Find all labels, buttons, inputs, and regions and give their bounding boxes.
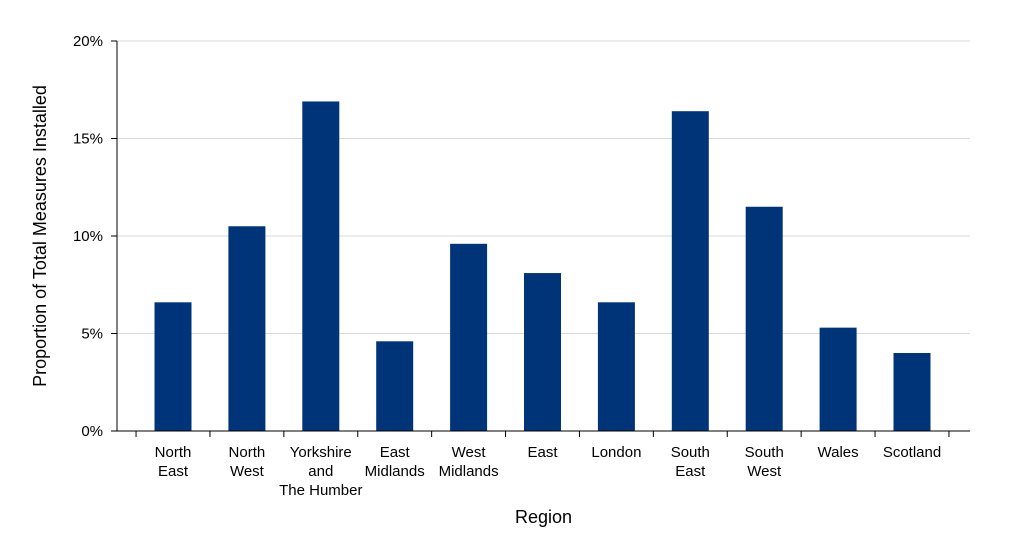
x-tick-label: South West [745, 444, 784, 480]
bar [671, 111, 709, 431]
bar [893, 353, 931, 431]
bar [228, 226, 266, 431]
x-tick-label: East Midlands [365, 444, 425, 480]
x-tick-label: Yorkshire and The Humber [279, 444, 362, 499]
y-tick-label: 20% [73, 33, 103, 50]
x-tick-label: North West [229, 444, 266, 480]
x-tick-label: Scotland [883, 444, 941, 461]
axes [111, 40, 970, 437]
y-tick-label: 15% [73, 131, 103, 148]
bars [154, 101, 931, 431]
x-tick-label: East [527, 444, 558, 461]
bar [376, 341, 414, 431]
x-tick-labels: North East North West Yorkshire and The Humber… [155, 444, 942, 499]
bar [819, 327, 857, 431]
y-tick-label: 10% [73, 228, 103, 245]
x-axis-title: Region [515, 507, 572, 527]
bar [597, 302, 635, 431]
bar [154, 302, 192, 431]
bar [450, 243, 488, 431]
y-tick-label: 0% [81, 423, 103, 440]
x-tick-label: London [591, 444, 641, 461]
bar [524, 273, 561, 431]
y-tick-labels: 0% 5% 10% 15% 20% [73, 33, 103, 440]
x-tick-label: West Midlands [439, 444, 499, 480]
x-tick-label: North East [155, 444, 192, 480]
x-tick-label: South East [671, 444, 710, 480]
bar [745, 206, 783, 431]
bar [302, 101, 340, 431]
y-axis-title: Proportion of Total Measures Installed [30, 85, 50, 387]
y-tick-label: 5% [81, 326, 103, 343]
x-tick-label: Wales [818, 444, 859, 461]
